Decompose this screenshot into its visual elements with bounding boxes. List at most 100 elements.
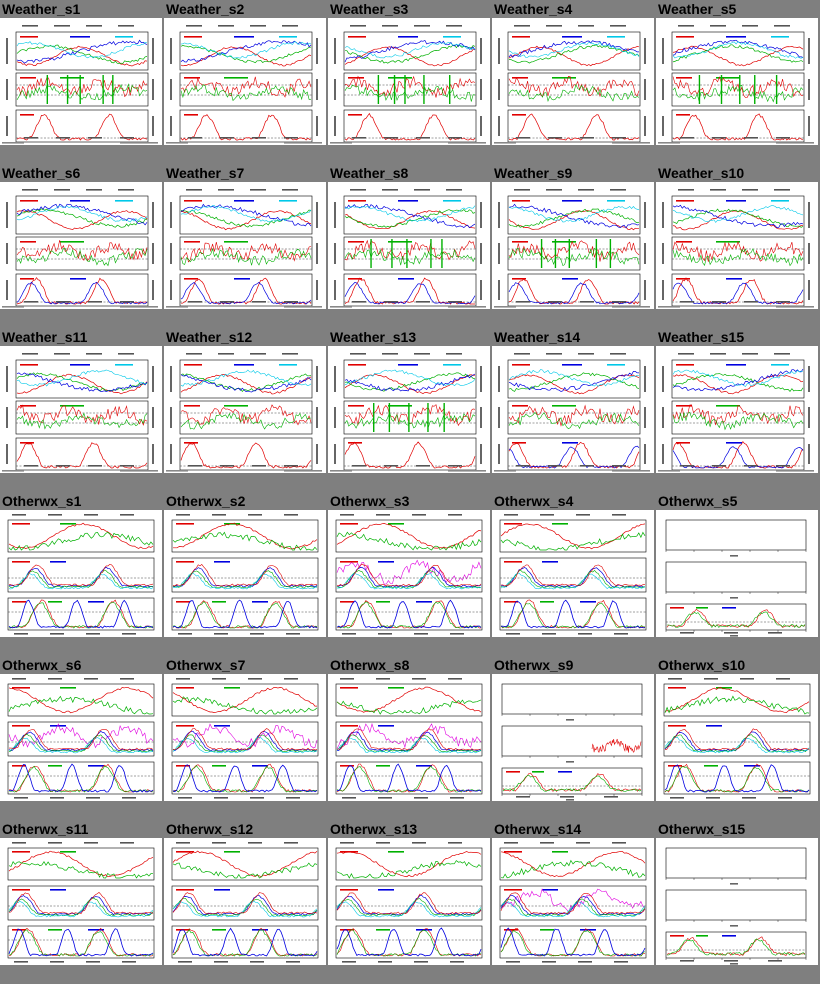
thumbnail-image[interactable] bbox=[492, 182, 654, 309]
thumbnail-image[interactable] bbox=[328, 674, 490, 801]
thumbnail-cell[interactable]: Weather_s11 bbox=[0, 328, 162, 490]
axis-label bbox=[6, 444, 8, 464]
thumbnail-image[interactable] bbox=[656, 182, 818, 309]
thumbnail-image[interactable] bbox=[164, 346, 326, 473]
thumbnail-image[interactable] bbox=[656, 510, 818, 637]
thumbnail-cell[interactable]: Otherwx_s8 bbox=[328, 656, 490, 818]
thumbnail-cell[interactable]: Otherwx_s4 bbox=[492, 492, 654, 654]
thumbnail-image[interactable] bbox=[0, 182, 162, 309]
thumbnail-cell[interactable]: Weather_s5 bbox=[656, 0, 818, 162]
thumbnail-cell[interactable]: Otherwx_s3 bbox=[328, 492, 490, 654]
thumbnail-title[interactable]: Otherwx_s13 bbox=[330, 821, 418, 837]
thumbnail-title[interactable]: Weather_s5 bbox=[658, 1, 737, 17]
footer-text bbox=[120, 470, 158, 472]
thumbnail-cell[interactable]: Otherwx_s2 bbox=[164, 492, 326, 654]
thumbnail-image[interactable] bbox=[656, 346, 818, 473]
thumbnail-title[interactable]: Otherwx_s6 bbox=[2, 657, 82, 673]
thumbnail-image[interactable] bbox=[0, 674, 162, 801]
thumbnail-image[interactable] bbox=[164, 182, 326, 309]
thumbnail-title[interactable]: Otherwx_s7 bbox=[166, 657, 246, 673]
thumbnail-title[interactable]: Weather_s15 bbox=[658, 329, 745, 345]
thumbnail-image[interactable] bbox=[328, 838, 490, 965]
plot-thumbnail bbox=[665, 847, 807, 965]
thumbnail-image[interactable] bbox=[164, 510, 326, 637]
thumbnail-cell[interactable]: Weather_s7 bbox=[164, 164, 326, 326]
legend-entry bbox=[512, 114, 526, 116]
thumbnail-cell[interactable]: Weather_s3 bbox=[328, 0, 490, 162]
thumbnail-title[interactable]: Otherwx_s9 bbox=[494, 657, 574, 673]
thumbnail-image[interactable] bbox=[164, 674, 326, 801]
thumbnail-title[interactable]: Otherwx_s5 bbox=[658, 493, 738, 509]
thumbnail-image[interactable] bbox=[328, 346, 490, 473]
thumbnail-image[interactable] bbox=[328, 18, 490, 145]
thumbnail-image[interactable] bbox=[656, 674, 818, 801]
thumbnail-image[interactable] bbox=[164, 838, 326, 965]
thumbnail-image[interactable] bbox=[492, 510, 654, 637]
thumbnail-title[interactable]: Weather_s3 bbox=[330, 1, 409, 17]
thumbnail-image[interactable] bbox=[492, 18, 654, 145]
thumbnail-title[interactable]: Weather_s14 bbox=[494, 329, 581, 345]
thumbnail-image[interactable] bbox=[656, 838, 818, 965]
thumbnail-title[interactable]: Otherwx_s2 bbox=[166, 493, 246, 509]
thumbnail-cell[interactable]: Otherwx_s5 bbox=[656, 492, 818, 654]
footer-text bbox=[120, 306, 158, 308]
thumbnail-title[interactable]: Weather_s8 bbox=[330, 165, 409, 181]
thumbnail-cell[interactable]: Weather_s15 bbox=[656, 328, 818, 490]
wind-speed-series bbox=[180, 76, 312, 98]
thumbnail-title[interactable]: Otherwx_s10 bbox=[658, 657, 746, 673]
thumbnail-cell[interactable]: Weather_s13 bbox=[328, 328, 490, 490]
thumbnail-image[interactable] bbox=[328, 510, 490, 637]
thumbnail-image[interactable] bbox=[0, 510, 162, 637]
thumbnail-cell[interactable]: Weather_s6 bbox=[0, 164, 162, 326]
thumbnail-cell[interactable]: Otherwx_s14 bbox=[492, 820, 654, 982]
thumbnail-cell[interactable]: Otherwx_s9 bbox=[492, 656, 654, 818]
thumbnail-title[interactable]: Otherwx_s8 bbox=[330, 657, 410, 673]
thumbnail-cell[interactable]: Otherwx_s1 bbox=[0, 492, 162, 654]
thumbnail-cell[interactable]: Otherwx_s12 bbox=[164, 820, 326, 982]
thumbnail-cell[interactable]: Weather_s10 bbox=[656, 164, 818, 326]
thumbnail-image[interactable] bbox=[164, 18, 326, 145]
thumbnail-title[interactable]: Weather_s13 bbox=[330, 329, 417, 345]
thumbnail-cell[interactable]: Weather_s4 bbox=[492, 0, 654, 162]
thumbnail-cell[interactable]: Weather_s8 bbox=[328, 164, 490, 326]
thumbnail-title[interactable]: Weather_s7 bbox=[166, 165, 245, 181]
thumbnail-cell[interactable]: Otherwx_s11 bbox=[0, 820, 162, 982]
flux-series-3 bbox=[8, 928, 154, 957]
thumbnail-title[interactable]: Weather_s12 bbox=[166, 329, 253, 345]
thumbnail-title[interactable]: Weather_s11 bbox=[2, 329, 88, 345]
date-header-text bbox=[218, 25, 234, 27]
thumbnail-cell[interactable]: Weather_s9 bbox=[492, 164, 654, 326]
thumbnail-title[interactable]: Weather_s9 bbox=[494, 165, 573, 181]
thumbnail-image[interactable] bbox=[492, 838, 654, 965]
thumbnail-cell[interactable]: Weather_s2 bbox=[164, 0, 326, 162]
thumbnail-title[interactable]: Weather_s2 bbox=[166, 1, 245, 17]
thumbnail-title[interactable]: Weather_s1 bbox=[2, 1, 81, 17]
thumbnail-image[interactable] bbox=[0, 838, 162, 965]
thumbnail-image[interactable] bbox=[0, 18, 162, 145]
thumbnail-title[interactable]: Otherwx_s12 bbox=[166, 821, 254, 837]
thumbnail-title[interactable]: Otherwx_s11 bbox=[2, 821, 89, 837]
thumbnail-title[interactable]: Otherwx_s4 bbox=[494, 493, 574, 509]
thumbnail-image[interactable] bbox=[492, 346, 654, 473]
thumbnail-title[interactable]: Weather_s6 bbox=[2, 165, 81, 181]
thumbnail-cell[interactable]: Otherwx_s7 bbox=[164, 656, 326, 818]
thumbnail-cell[interactable]: Otherwx_s13 bbox=[328, 820, 490, 982]
thumbnail-title[interactable]: Otherwx_s15 bbox=[658, 821, 746, 837]
thumbnail-image[interactable] bbox=[0, 346, 162, 473]
thumbnail-cell[interactable]: Weather_s14 bbox=[492, 328, 654, 490]
thumbnail-image[interactable] bbox=[328, 182, 490, 309]
thumbnail-title[interactable]: Otherwx_s14 bbox=[494, 821, 582, 837]
thumbnail-title[interactable]: Weather_s10 bbox=[658, 165, 745, 181]
thumbnail-title[interactable]: Otherwx_s1 bbox=[2, 493, 82, 509]
thumbnail-cell[interactable]: Otherwx_s6 bbox=[0, 656, 162, 818]
thumbnail-image[interactable] bbox=[656, 18, 818, 145]
date-header-text bbox=[284, 678, 298, 680]
thumbnail-title[interactable]: Otherwx_s3 bbox=[330, 493, 410, 509]
thumbnail-title[interactable]: Weather_s4 bbox=[494, 1, 573, 17]
thumbnail-cell[interactable]: Otherwx_s15 bbox=[656, 820, 818, 982]
thumbnail-cell[interactable]: Weather_s1 bbox=[0, 0, 162, 162]
thumbnail-image[interactable] bbox=[492, 674, 654, 801]
thumbnail-cell[interactable]: Weather_s12 bbox=[164, 328, 326, 490]
otherwx-panel-1 bbox=[335, 847, 483, 881]
thumbnail-cell[interactable]: Otherwx_s10 bbox=[656, 656, 818, 818]
